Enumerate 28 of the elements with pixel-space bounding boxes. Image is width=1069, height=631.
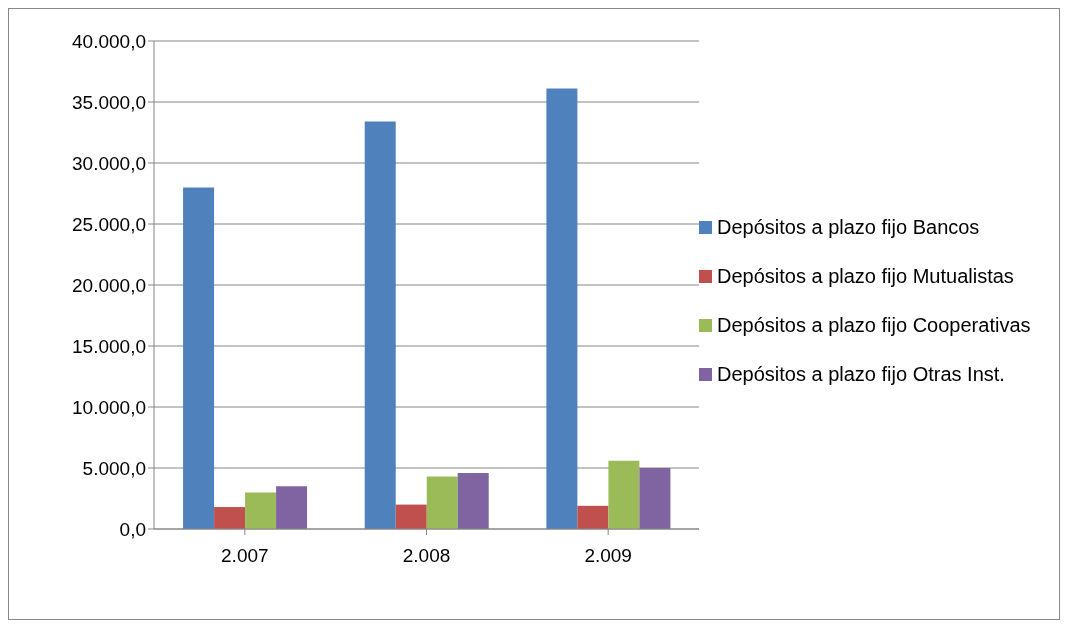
x-tick-label: 2.009 xyxy=(584,545,632,567)
bar xyxy=(276,486,308,529)
legend-label: Depósitos a plazo fijo Mutualistas xyxy=(717,265,1014,288)
bar xyxy=(364,121,396,529)
bar xyxy=(577,505,609,529)
bar xyxy=(183,187,215,529)
legend-label: Depósitos a plazo fijo Bancos xyxy=(717,216,980,239)
x-tick-label: 2.008 xyxy=(402,545,451,567)
y-tick-label: 20.000,0 xyxy=(72,274,146,296)
bar xyxy=(245,492,277,529)
y-tick-label: 10.000,0 xyxy=(72,396,146,418)
y-tick-label: 5.000,0 xyxy=(82,457,146,479)
y-tick-label: 30.000,0 xyxy=(72,152,146,174)
bar xyxy=(395,504,427,529)
y-tick-label: 40.000,0 xyxy=(72,30,146,52)
legend-label: Depósitos a plazo fijo Cooperativas xyxy=(717,314,1031,337)
legend-label: Depósitos a plazo fijo Otras Inst. xyxy=(717,363,1005,386)
bar xyxy=(214,507,246,529)
bar xyxy=(457,472,489,529)
bar xyxy=(608,460,640,529)
x-tick-label: 2.007 xyxy=(221,545,269,567)
y-tick-label: 15.000,0 xyxy=(72,335,146,357)
y-tick-label: 25.000,0 xyxy=(72,213,146,235)
y-tick-label: 35.000,0 xyxy=(72,91,146,113)
bar xyxy=(639,468,671,529)
bar xyxy=(546,88,578,529)
y-tick-label: 0,0 xyxy=(119,518,146,540)
bar xyxy=(426,476,458,529)
